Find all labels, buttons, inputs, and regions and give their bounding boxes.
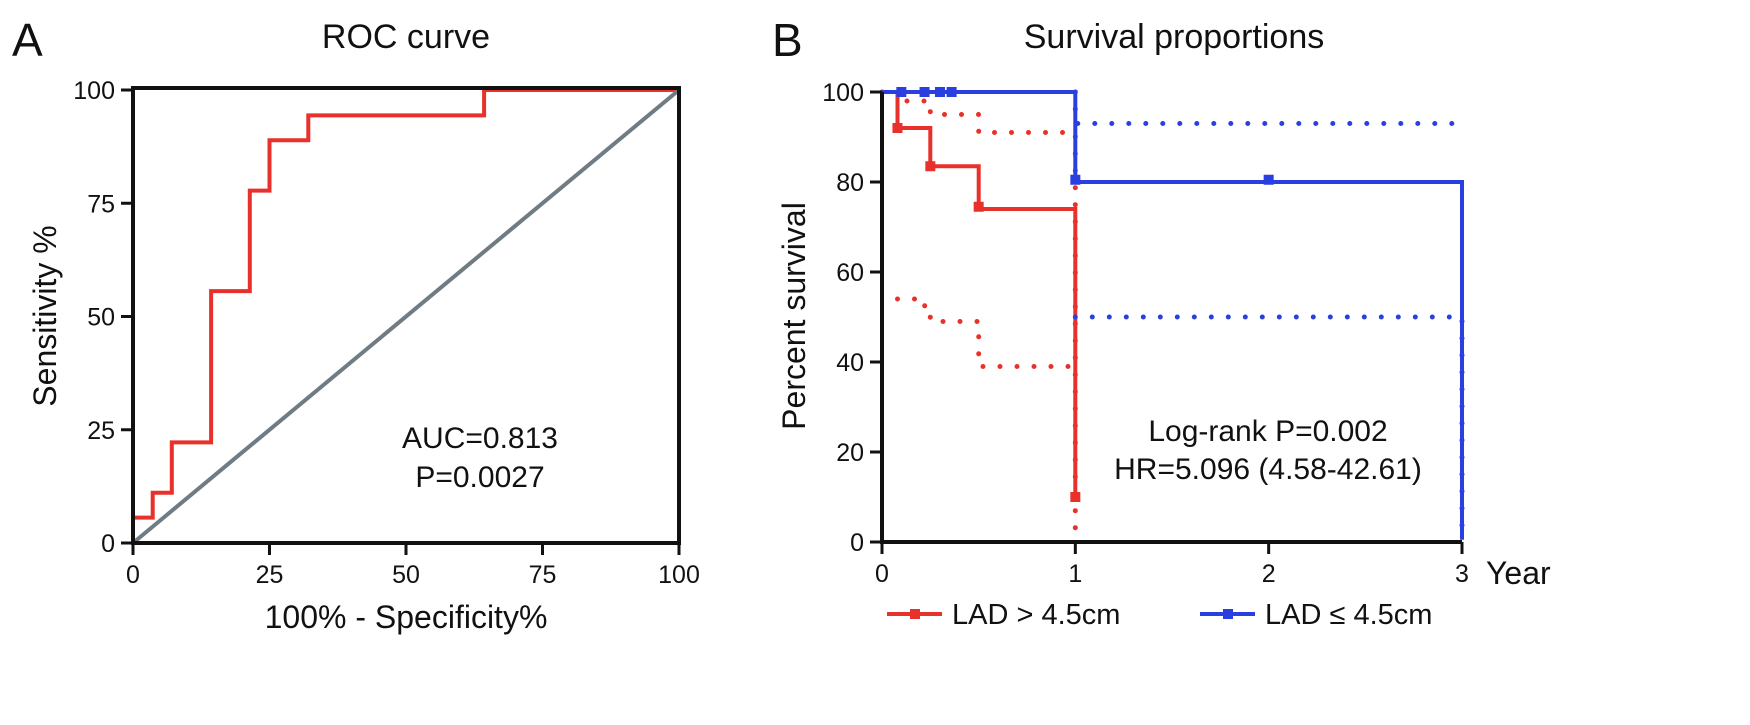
annotation-hazard-ratio: HR=5.096 (4.58-42.61) [1114,453,1422,486]
censor-mark-lad-le-4-5cm-5 [1263,174,1274,185]
legend-label-lad-large: LAD > 4.5cm [952,599,1120,631]
x-axis-label-a: 100% - Specificity% [265,599,548,635]
panel-a: A ROC curve Sensitivity % 100% - Specifi… [12,14,700,635]
chart-title-roc: ROC curve [322,18,490,56]
censor-mark-lad-le-4-5cm-0 [896,87,907,97]
censor-mark-lad-le-4-5cm-4 [1070,174,1081,185]
x-tick-label-b-2: 2 [1262,560,1276,588]
annotation-p-value: P=0.0027 [415,461,544,494]
censor-mark-lad-gt-4-5cm-0 [892,123,903,133]
y-tick-label-b-80: 80 [836,169,864,197]
series-line-lad-gt-4-5cm-lower-95-ci [895,296,1078,369]
panel-b: B Survival proportions Percent survival … [772,14,1551,631]
legend-marker-lad-large [910,609,920,619]
y-tick-label-b-40: 40 [836,349,864,377]
y-tick-label-a-100: 100 [73,77,115,105]
series-line-lad-le-4-5cm-upper-95-ci [1072,89,1465,126]
x-tick-label-a-25: 25 [256,561,284,589]
ticks-group-b: 0 1 2 3 0 20 40 60 80 100 [822,79,1469,588]
y-tick-label-a-50: 50 [87,304,115,332]
y-tick-label-b-60: 60 [836,259,864,287]
x-tick-label-a-100: 100 [658,561,700,589]
censor-mark-lad-le-4-5cm-2 [935,87,945,97]
y-axis-label-b: Percent survival [776,202,812,430]
y-tick-label-b-100: 100 [822,79,864,107]
legend-label-lad-small: LAD ≤ 4.5cm [1265,599,1432,631]
series-line-lad-gt-4-5cm [882,90,1078,497]
x-tick-label-b-1: 1 [1068,560,1082,588]
censor-mark-lad-le-4-5cm-1 [919,87,930,97]
x-tick-label-b-3: 3 [1455,560,1469,588]
x-axis-label-b: Year [1486,555,1551,591]
censor-mark-lad-le-4-5cm-3 [946,87,957,97]
panel-letter-a: A [12,14,43,66]
annotation-log-rank: Log-rank P=0.002 [1148,415,1387,448]
y-tick-label-b-0: 0 [850,529,864,557]
censor-mark-lad-gt-4-5cm-2 [973,201,984,212]
y-tick-label-a-25: 25 [87,417,115,445]
y-tick-label-a-75: 75 [87,190,115,218]
y-tick-label-b-20: 20 [836,439,864,467]
legend-marker-lad-small [1223,609,1233,619]
series-group-a [131,88,681,545]
legend-entry-lad-large: LAD > 4.5cm [887,599,1120,631]
legend: LAD > 4.5cm LAD ≤ 4.5cm [887,599,1432,631]
x-tick-label-a-50: 50 [392,561,420,589]
panel-letter-b: B [772,14,803,66]
series-line-roc [131,88,679,543]
ticks-group-a: 0 25 50 75 100 0 25 50 75 100 [73,77,700,589]
series-line-lad-gt-4-5cm-upper-95-ci [879,89,1078,545]
series-line-reference-line [131,88,681,545]
censor-mark-lad-gt-4-5cm-1 [925,161,936,172]
x-tick-label-a-0: 0 [126,561,140,589]
annotation-auc: AUC=0.813 [402,422,558,455]
legend-entry-lad-small: LAD ≤ 4.5cm [1200,599,1432,631]
y-axis-label-a: Sensitivity % [27,225,63,406]
x-tick-label-a-75: 75 [529,561,557,589]
censor-mark-lad-gt-4-5cm-3 [1070,492,1081,502]
y-tick-label-a-0: 0 [101,530,115,558]
chart-title-survival: Survival proportions [1024,18,1324,56]
series-group-b [879,87,1465,545]
x-tick-label-b-0: 0 [875,560,889,588]
